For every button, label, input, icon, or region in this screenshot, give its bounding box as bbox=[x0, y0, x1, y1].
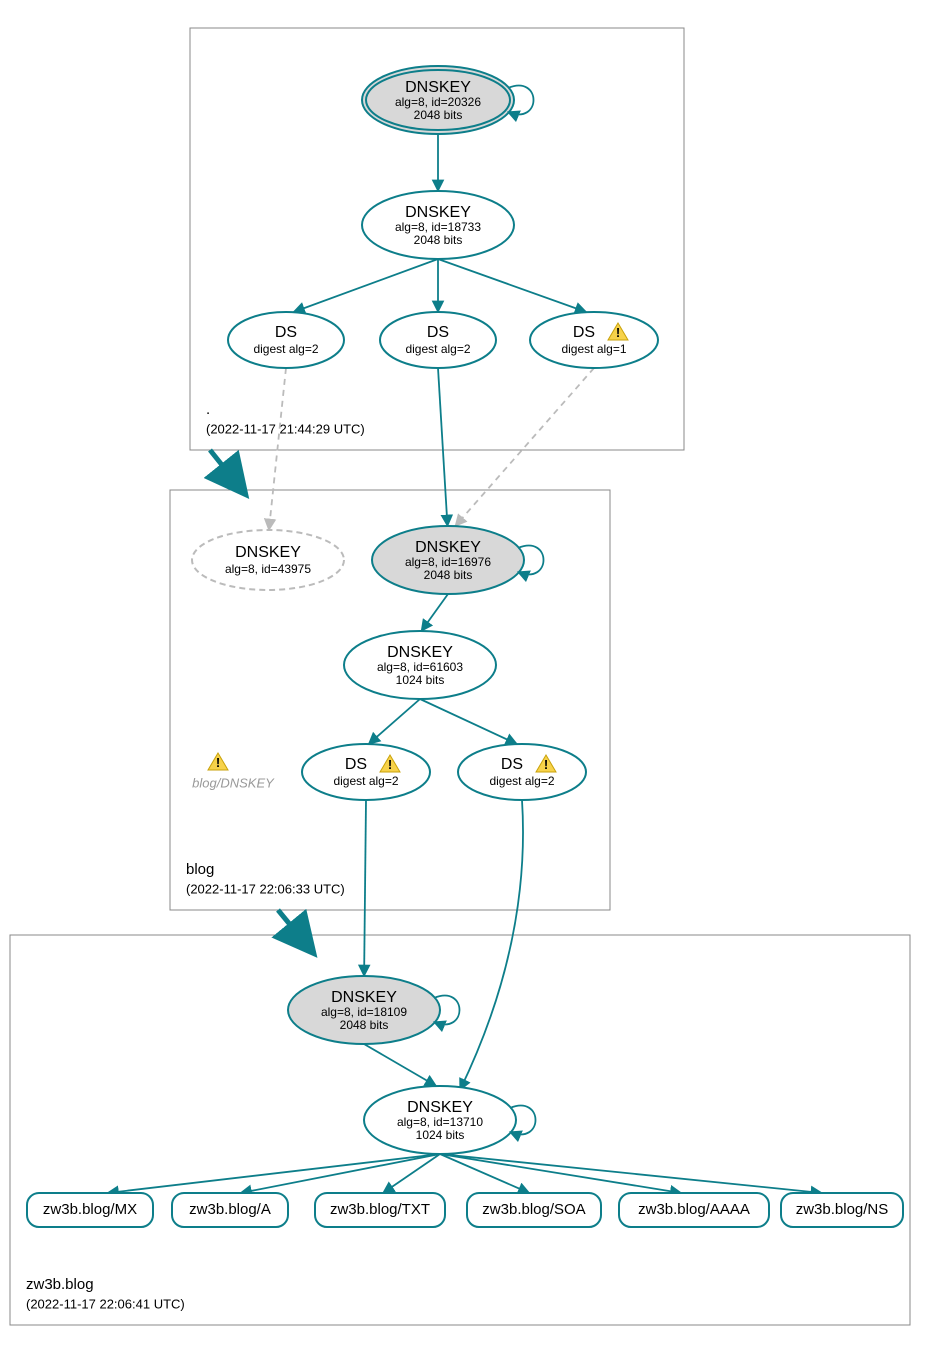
svg-text:DNSKEY: DNSKEY bbox=[387, 644, 453, 661]
zone-timestamp: (2022-11-17 22:06:33 UTC) bbox=[186, 881, 345, 896]
svg-text:alg=8, id=61603: alg=8, id=61603 bbox=[377, 660, 463, 674]
edge bbox=[269, 368, 286, 530]
blog-dnskey-label: blog/DNSKEY bbox=[192, 775, 275, 790]
edge bbox=[460, 800, 523, 1090]
svg-text:zw3b.blog/A: zw3b.blog/A bbox=[189, 1201, 271, 1218]
svg-text:DNSKEY: DNSKEY bbox=[235, 544, 301, 561]
edge bbox=[440, 1154, 681, 1193]
edge bbox=[364, 800, 366, 976]
zone-title: blog bbox=[186, 861, 214, 878]
svg-text:DS: DS bbox=[501, 756, 523, 773]
svg-text:!: ! bbox=[616, 325, 620, 340]
svg-text:digest alg=2: digest alg=2 bbox=[405, 342, 470, 356]
svg-text:zw3b.blog/MX: zw3b.blog/MX bbox=[43, 1201, 137, 1218]
edge bbox=[369, 699, 420, 744]
svg-text:zw3b.blog/SOA: zw3b.blog/SOA bbox=[482, 1201, 585, 1218]
svg-text:1024 bits: 1024 bits bbox=[416, 1128, 465, 1142]
svg-text:digest alg=1: digest alg=1 bbox=[561, 342, 626, 356]
edge bbox=[440, 1154, 822, 1193]
svg-text:digest alg=2: digest alg=2 bbox=[333, 774, 398, 788]
svg-text:!: ! bbox=[216, 755, 220, 770]
edge bbox=[438, 368, 448, 526]
svg-text:zw3b.blog/AAAA: zw3b.blog/AAAA bbox=[638, 1201, 750, 1218]
svg-text:DS: DS bbox=[275, 324, 297, 341]
zone-timestamp: (2022-11-17 22:06:41 UTC) bbox=[26, 1296, 185, 1311]
svg-text:DNSKEY: DNSKEY bbox=[415, 539, 481, 556]
zone-title: zw3b.blog bbox=[26, 1276, 94, 1293]
edge bbox=[455, 368, 594, 526]
svg-text:digest alg=2: digest alg=2 bbox=[489, 774, 554, 788]
warning-icon: ! bbox=[208, 753, 228, 770]
edge bbox=[438, 259, 586, 312]
svg-text:2048 bits: 2048 bits bbox=[424, 568, 473, 582]
svg-text:zw3b.blog/NS: zw3b.blog/NS bbox=[796, 1201, 889, 1218]
svg-text:alg=8, id=13710: alg=8, id=13710 bbox=[397, 1115, 483, 1129]
svg-text:DS: DS bbox=[427, 324, 449, 341]
svg-text:DNSKEY: DNSKEY bbox=[331, 989, 397, 1006]
svg-text:alg=8, id=16976: alg=8, id=16976 bbox=[405, 555, 491, 569]
svg-text:DNSKEY: DNSKEY bbox=[405, 79, 471, 96]
svg-text:DNSKEY: DNSKEY bbox=[405, 204, 471, 221]
edge bbox=[294, 259, 438, 312]
zone-delegation-arrow bbox=[210, 450, 238, 485]
zone-delegation-arrow bbox=[278, 910, 306, 944]
svg-text:1024 bits: 1024 bits bbox=[396, 673, 445, 687]
svg-text:alg=8, id=43975: alg=8, id=43975 bbox=[225, 562, 311, 576]
svg-text:2048 bits: 2048 bits bbox=[414, 233, 463, 247]
edge bbox=[364, 1044, 436, 1086]
svg-text:alg=8, id=18733: alg=8, id=18733 bbox=[395, 220, 481, 234]
svg-text:alg=8, id=18109: alg=8, id=18109 bbox=[321, 1005, 407, 1019]
edge bbox=[421, 594, 448, 631]
edge bbox=[440, 1154, 529, 1193]
zone-title: . bbox=[206, 401, 210, 418]
edge bbox=[420, 699, 517, 744]
svg-text:alg=8, id=20326: alg=8, id=20326 bbox=[395, 95, 481, 109]
svg-text:zw3b.blog/TXT: zw3b.blog/TXT bbox=[330, 1201, 430, 1218]
svg-text:DNSKEY: DNSKEY bbox=[407, 1099, 473, 1116]
svg-text:2048 bits: 2048 bits bbox=[414, 108, 463, 122]
svg-text:2048 bits: 2048 bits bbox=[340, 1018, 389, 1032]
svg-text:digest alg=2: digest alg=2 bbox=[253, 342, 318, 356]
svg-text:DS: DS bbox=[345, 756, 367, 773]
svg-text:!: ! bbox=[544, 757, 548, 772]
zone-timestamp: (2022-11-17 21:44:29 UTC) bbox=[206, 421, 365, 436]
svg-text:!: ! bbox=[388, 757, 392, 772]
svg-text:DS: DS bbox=[573, 324, 595, 341]
